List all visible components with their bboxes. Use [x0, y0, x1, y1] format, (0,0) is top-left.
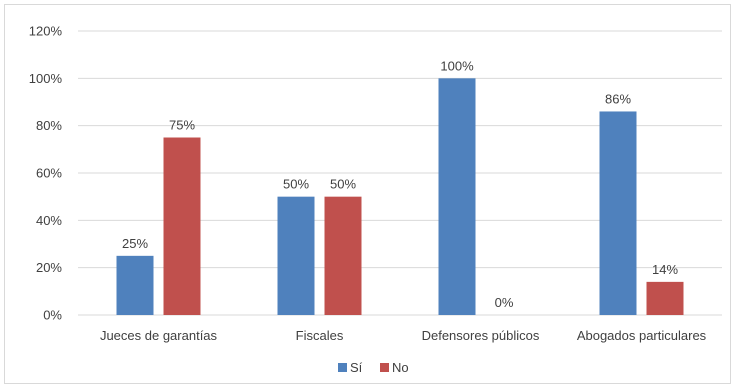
legend: Sí No — [338, 360, 409, 375]
data-label: 0% — [495, 295, 514, 310]
x-category-label: Defensores públicos — [422, 328, 540, 343]
data-label: 75% — [169, 118, 195, 133]
legend-swatch — [338, 363, 347, 372]
data-label: 86% — [605, 91, 631, 106]
bar-si — [599, 111, 637, 315]
data-label: 14% — [652, 262, 678, 277]
y-tick-label: 40% — [36, 213, 62, 228]
y-axis-ticks: 0% 20% 40% 60% 80% 100% 120% — [29, 24, 63, 323]
y-tick-label: 20% — [36, 260, 62, 275]
y-tick-label: 100% — [29, 71, 63, 86]
legend-swatch — [380, 363, 389, 372]
data-label: 50% — [330, 177, 356, 192]
bar-no — [324, 196, 362, 315]
y-tick-label: 60% — [36, 166, 62, 181]
bar-no — [646, 281, 684, 315]
legend-label: Sí — [350, 360, 363, 375]
bars — [116, 78, 684, 315]
bar-si — [116, 255, 154, 315]
bar-si — [438, 78, 476, 315]
legend-label: No — [392, 360, 409, 375]
y-tick-label: 0% — [43, 308, 62, 323]
data-label: 100% — [440, 58, 474, 73]
bar-si — [277, 196, 315, 315]
data-labels: 25% 75% 50% 50% 100% 0% 86% 14% — [122, 58, 678, 310]
x-category-label: Fiscales — [296, 328, 344, 343]
x-axis-categories: Jueces de garantías Fiscales Defensores pú… — [100, 328, 707, 343]
bar-no — [163, 137, 201, 315]
x-category-label: Abogados particulares — [577, 328, 707, 343]
y-tick-label: 80% — [36, 118, 62, 133]
data-label: 50% — [283, 177, 309, 192]
data-label: 25% — [122, 236, 148, 251]
x-category-label: Jueces de garantías — [100, 328, 218, 343]
y-tick-label: 120% — [29, 24, 63, 39]
